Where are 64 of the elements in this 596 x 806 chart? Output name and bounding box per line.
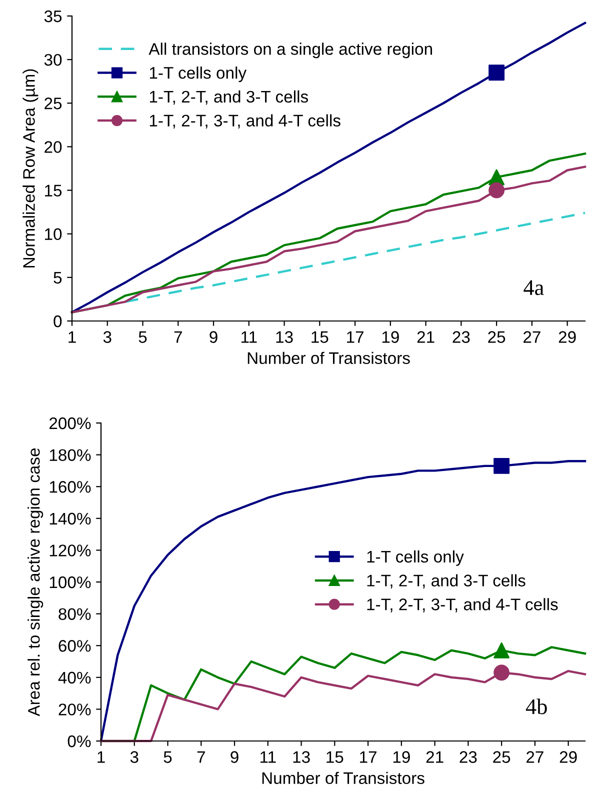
x-tick-label: 21: [417, 331, 434, 343]
y-axis-title: Normalized Row Area (µm): [22, 69, 38, 268]
x-tick-label: 7: [174, 331, 182, 343]
annotation: 4b: [526, 698, 547, 714]
x-tick-label: 11: [242, 331, 257, 343]
y-tick-label: 160%: [50, 481, 91, 493]
y-tick-label: 100%: [50, 576, 91, 588]
legend-label: 1-T, 2-T, 3-T, and 4-T cells: [150, 114, 340, 128]
y-tick-label: 10: [45, 228, 62, 240]
x-tick-label: 27: [524, 331, 540, 343]
legend-label: 1-T cells only: [150, 66, 247, 82]
x-axis-title: Number of Transistors: [248, 352, 410, 364]
y-tick-label: 20%: [58, 704, 91, 716]
legend-label: 1-T, 2-T, and 3-T cells: [150, 90, 308, 105]
y-tick-label: 60%: [58, 640, 91, 652]
x-tick-label: 9: [230, 751, 238, 763]
x-tick-label: 5: [138, 331, 147, 343]
y-tick-label: 120%: [50, 544, 91, 556]
x-tick-label: 13: [293, 751, 310, 763]
x-tick-label: 11: [260, 751, 276, 763]
y-tick-label: 25: [44, 98, 62, 110]
legend-label: 1-T, 2-T, 3-T, and 4-T cells: [367, 598, 558, 612]
line-series: [70, 22, 586, 314]
x-tick-label: 23: [452, 331, 470, 343]
x-tick-label: 7: [197, 751, 205, 763]
line-series: [124, 212, 586, 303]
x-tick-label: 9: [210, 331, 218, 343]
x-tick-label: 13: [276, 331, 293, 343]
x-tick-label: 25: [493, 751, 510, 763]
x-tick-label: 17: [347, 331, 364, 343]
x-tick-label: 23: [460, 751, 477, 763]
x-tick-label: 29: [558, 331, 576, 343]
x-tick-label: 17: [360, 751, 376, 763]
legend-label: 1-T, 2-T, and 3-T cells: [367, 574, 526, 588]
y-tick-label: 80%: [58, 608, 91, 620]
x-tick-label: 19: [393, 751, 410, 763]
y-tick-label: 180%: [50, 449, 91, 462]
annotation: 4a: [524, 280, 544, 296]
y-tick-label: 20: [44, 141, 62, 153]
x-tick-label: 25: [488, 331, 506, 343]
x-tick-label: 15: [312, 331, 328, 343]
y-tick-label: 35: [44, 10, 62, 22]
x-tick-label: 21: [426, 751, 444, 763]
x-tick-label: 27: [526, 751, 544, 763]
y-tick-label: 200%: [49, 417, 91, 430]
y-tick-label: 140%: [50, 512, 91, 525]
y-tick-label: 0%: [68, 735, 91, 748]
x-tick-label: 15: [326, 751, 344, 763]
legend-label: 1-T cells only: [367, 550, 464, 566]
y-tick-label: 30: [44, 54, 62, 66]
x-tick-label: 5: [164, 751, 172, 763]
y-tick-label: 5: [54, 272, 62, 284]
x-tick-label: 3: [130, 751, 138, 763]
y-axis-title: Area rel. to single active region case: [28, 448, 44, 716]
y-tick-label: 40%: [58, 672, 91, 684]
x-tick-label: 1: [68, 331, 76, 343]
x-tick-label: 29: [560, 751, 577, 763]
y-tick-label: 15: [45, 184, 62, 196]
y-tick-label: 0: [54, 315, 62, 328]
x-tick-label: 3: [103, 331, 112, 343]
x-tick-label: 1: [98, 751, 105, 763]
legend-label: All transistors on a single active region: [148, 42, 432, 58]
x-tick-label: 19: [382, 331, 399, 343]
x-axis-title: Number of Transistors: [262, 772, 424, 784]
